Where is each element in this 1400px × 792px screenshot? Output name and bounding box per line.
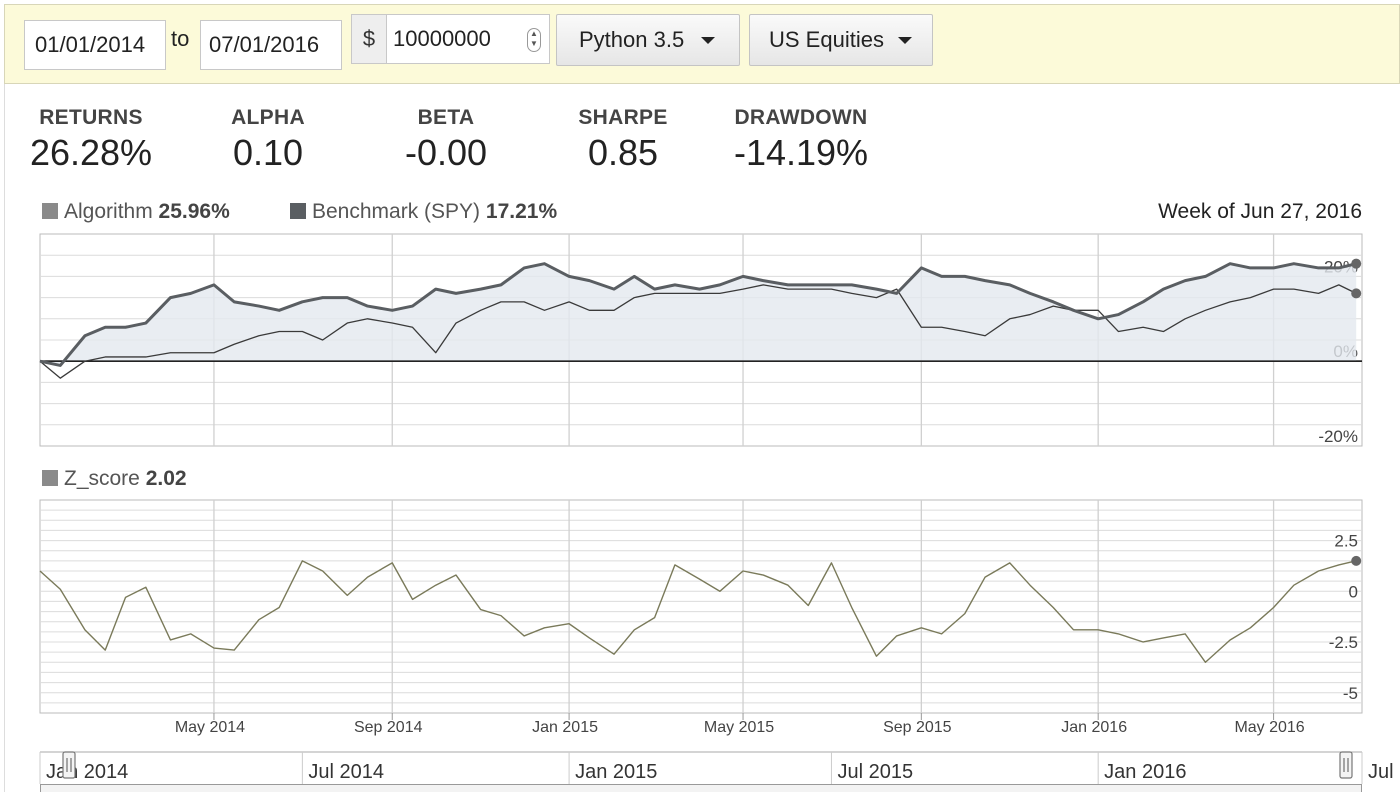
- metric-returns: RETURNS 26.28%: [26, 106, 156, 174]
- legend-algorithm-label: Algorithm: [64, 200, 153, 223]
- legend-zscore[interactable]: Z_score 2.02: [42, 467, 187, 491]
- legend-benchmark-value: 17.21%: [485, 200, 558, 223]
- navigator-tick-label: Jan 2014: [46, 761, 128, 783]
- navigator-tick-label: Jan 2015: [575, 761, 657, 783]
- navigator-scrollbar[interactable]: [40, 784, 1362, 792]
- navigator-tick-label: Jul 2014: [308, 761, 384, 783]
- language-select-label: Python 3.5: [579, 27, 685, 52]
- navigator-tick-label: Jan 2016: [1104, 761, 1186, 783]
- x-tick-label: May 2015: [704, 719, 774, 736]
- capital-value: 10000000: [393, 26, 491, 51]
- language-select[interactable]: Python 3.5: [556, 14, 740, 66]
- legend-swatch: [42, 203, 58, 219]
- metric-label: SHARPE: [578, 106, 668, 129]
- navigator-tick-label: Jul 2016: [1368, 761, 1400, 783]
- end-date-input[interactable]: 07/01/2016: [200, 20, 342, 70]
- start-date-input[interactable]: 01/01/2014: [24, 20, 166, 70]
- y-tick-label: 2.5: [1334, 532, 1358, 551]
- metric-label: RETURNS: [39, 106, 143, 129]
- legend-zscore-label: Z_score: [64, 467, 140, 490]
- metric-label: ALPHA: [231, 106, 305, 129]
- x-tick-label: Sep 2015: [883, 719, 952, 736]
- legend-benchmark-label: Benchmark (SPY): [312, 200, 481, 223]
- plot-area: [39, 499, 1363, 714]
- metric-value: -0.00: [404, 132, 488, 173]
- legend-benchmark[interactable]: Benchmark (SPY) 17.21%: [290, 200, 557, 224]
- chevron-down-icon: [701, 37, 715, 44]
- capital-stepper-icon[interactable]: ▲ ▼: [527, 28, 541, 52]
- metric-alpha: ALPHA 0.10: [208, 106, 328, 174]
- metric-label: DRAWDOWN: [734, 106, 868, 129]
- universe-select[interactable]: US Equities: [749, 14, 933, 66]
- metric-drawdown: DRAWDOWN -14.19%: [728, 106, 874, 174]
- legend-algorithm[interactable]: Algorithm 25.96%: [42, 200, 230, 224]
- x-tick-label: Jan 2016: [1061, 719, 1127, 736]
- metric-value: 0.85: [587, 132, 659, 173]
- legend-swatch: [290, 203, 306, 219]
- y-tick-label: -2.5: [1329, 633, 1358, 652]
- zscore-series-line-end-marker: [1351, 555, 1362, 566]
- navigator-tick-label: Jul 2015: [837, 761, 913, 783]
- x-tick-label: Jan 2015: [532, 719, 598, 736]
- panel-border: [4, 84, 5, 792]
- universe-select-label: US Equities: [769, 27, 884, 52]
- y-tick-label: -5: [1343, 684, 1358, 703]
- navigator-handle: [1339, 751, 1353, 779]
- navigator-handle: [62, 751, 76, 779]
- y-tick-label: 0: [1349, 582, 1358, 601]
- benchmark-series-line-end-marker: [1351, 288, 1362, 299]
- date-range-separator: to: [171, 26, 190, 51]
- legend-algorithm-value: 25.96%: [158, 200, 230, 223]
- algorithm-series-line-end-marker: [1351, 258, 1362, 269]
- benchmark-series-line: [39, 284, 1357, 379]
- capital-input[interactable]: 10000000 ▲ ▼: [386, 14, 550, 64]
- y-tick-label: -20%: [1318, 427, 1358, 446]
- legend-swatch: [42, 470, 58, 486]
- x-tick-label: May 2016: [1234, 719, 1304, 736]
- algorithm-area: [40, 263, 1357, 366]
- metric-sharpe: SHARPE 0.85: [563, 106, 683, 174]
- x-tick-label: May 2014: [175, 719, 245, 736]
- metric-label: BETA: [417, 106, 475, 129]
- metric-value: 0.10: [232, 132, 304, 173]
- week-label: Week of Jun 27, 2016: [1158, 200, 1362, 223]
- metric-value: 26.28%: [29, 132, 153, 173]
- metric-beta: BETA -0.00: [386, 106, 506, 174]
- metric-value: -14.19%: [733, 132, 869, 173]
- x-tick-label: Sep 2014: [354, 719, 423, 736]
- currency-symbol: $: [351, 14, 387, 64]
- zscore-series-line: [39, 560, 1357, 663]
- legend-zscore-value: 2.02: [145, 467, 187, 490]
- algorithm-series-line: [39, 262, 1357, 367]
- chevron-down-icon: [898, 37, 912, 44]
